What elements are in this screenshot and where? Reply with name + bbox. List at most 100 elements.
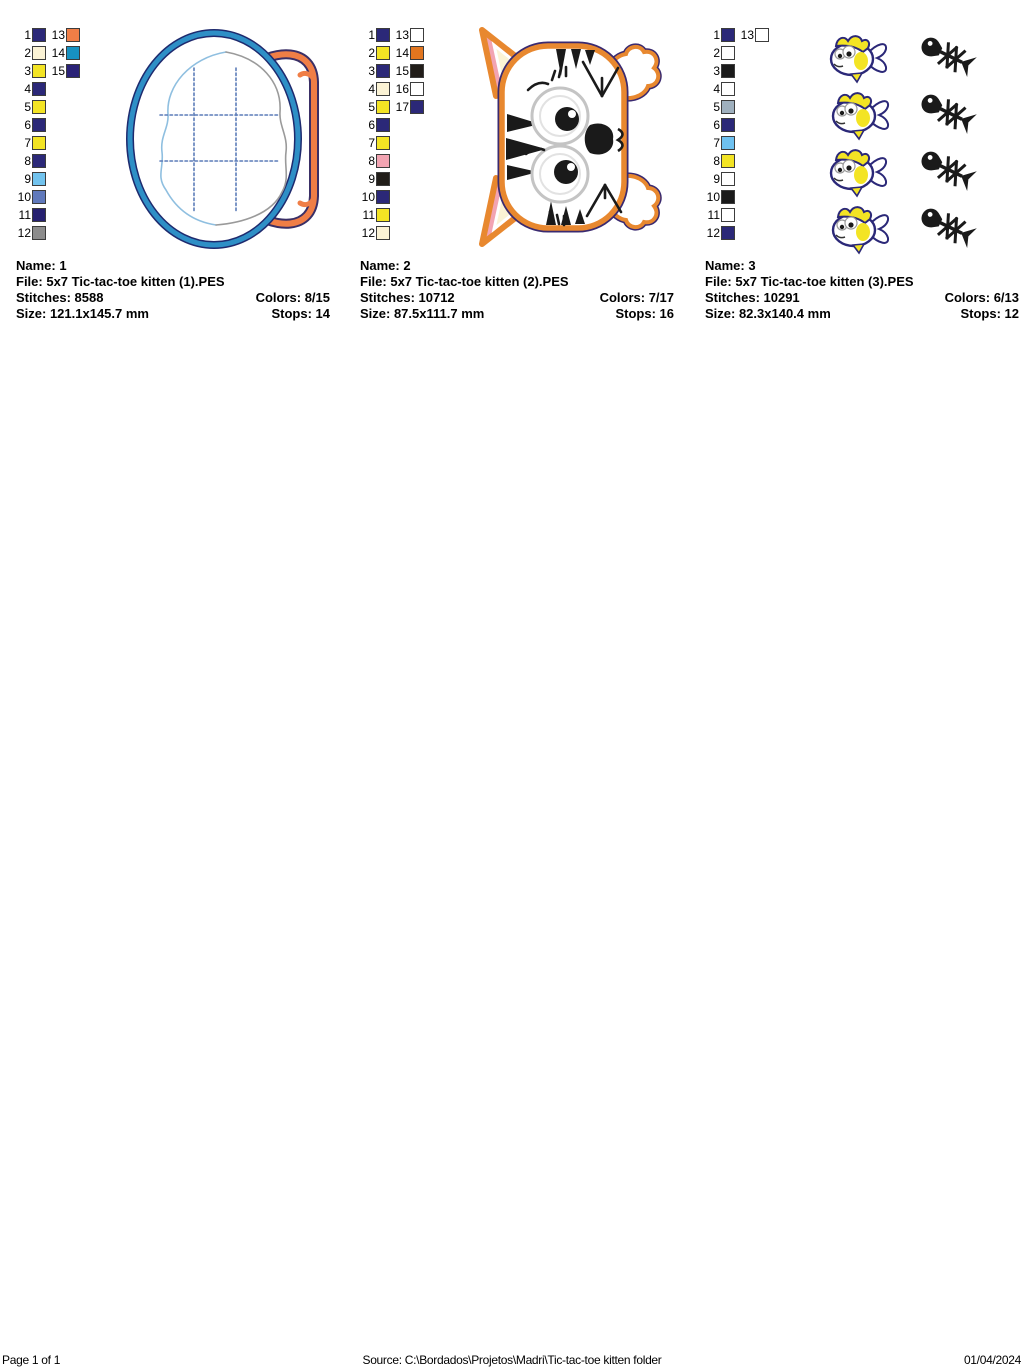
thread-number: 17 <box>395 99 409 114</box>
thread-color-swatch <box>721 226 735 240</box>
thread-number: 12 <box>17 225 31 240</box>
palette-row: 3 15 <box>360 62 424 80</box>
thread-number: 8 <box>713 153 720 168</box>
design-stitches-label: Stitches: 10291 <box>705 290 800 305</box>
design-info: Name: 2 File: 5x7 Tic-tac-toe kitten (2)… <box>360 258 674 322</box>
thread-color-swatch <box>721 46 735 60</box>
thread-color-swatch <box>376 28 390 42</box>
palette-row: 9 <box>705 170 769 188</box>
palette-row: 7 <box>16 134 80 152</box>
palette-row: 10 <box>705 188 769 206</box>
thread-number: 3 <box>368 63 375 78</box>
thread-number: 9 <box>713 171 720 186</box>
palette-row: 11 <box>16 206 80 224</box>
design-size-label: Size: 121.1x145.7 mm <box>16 306 149 321</box>
palette-row: 11 <box>705 206 769 224</box>
palette-row: 2 14 <box>360 44 424 62</box>
thread-color-swatch <box>32 226 46 240</box>
design-info: Name: 3 File: 5x7 Tic-tac-toe kitten (3)… <box>705 258 1019 322</box>
thread-color-swatch <box>376 82 390 96</box>
palette-row: 7 <box>360 134 424 152</box>
design-size-label: Size: 87.5x111.7 mm <box>360 306 485 321</box>
design-colors-label: Colors: 8/15 <box>255 290 330 305</box>
tic-tac-toe-board-artwork <box>126 26 332 252</box>
design-colors-label: Colors: 6/13 <box>944 290 1019 305</box>
thread-color-swatch <box>721 64 735 78</box>
thread-color-swatch <box>66 64 80 78</box>
thread-number: 3 <box>24 63 31 78</box>
kitten-face-artwork <box>466 22 662 252</box>
thread-color-swatch <box>32 190 46 204</box>
thread-color-swatch <box>32 64 46 78</box>
thread-color-swatch <box>721 190 735 204</box>
print-date: 01/04/2024 <box>963 1353 1021 1367</box>
thread-color-swatch <box>755 28 769 42</box>
thread-color-swatch <box>376 46 390 60</box>
thread-color-swatch <box>721 208 735 222</box>
thread-number: 16 <box>395 81 409 96</box>
design-size-label: Size: 82.3x140.4 mm <box>705 306 831 321</box>
thread-color-swatch <box>376 136 390 150</box>
thread-color-swatch <box>721 28 735 42</box>
palette-row: 5 17 <box>360 98 424 116</box>
thread-number: 5 <box>368 99 375 114</box>
thread-color-swatch <box>410 46 424 60</box>
thread-number: 6 <box>24 117 31 132</box>
thread-color-swatch <box>32 136 46 150</box>
thread-number: 10 <box>706 189 720 204</box>
palette-row: 1 13 <box>16 26 80 44</box>
palette-row: 12 <box>16 224 80 242</box>
thread-color-swatch <box>721 136 735 150</box>
thread-color-swatch <box>410 28 424 42</box>
thread-number: 7 <box>368 135 375 150</box>
thread-number: 4 <box>368 81 375 96</box>
design-block: 1 13 2 3 4 5 6 7 8 9 10 11 12 <box>705 0 1019 340</box>
palette-row: 7 <box>705 134 769 152</box>
design-file-label: File: 5x7 Tic-tac-toe kitten (3).PES <box>705 274 914 289</box>
thread-color-swatch <box>376 118 390 132</box>
thread-color-swatch <box>32 118 46 132</box>
design-stitches-label: Stitches: 10712 <box>360 290 455 305</box>
palette-row: 11 <box>360 206 424 224</box>
design-name-label: Name: 3 <box>705 258 756 273</box>
thread-number: 13 <box>51 27 65 42</box>
thread-number: 1 <box>713 27 720 42</box>
palette-row: 8 <box>16 152 80 170</box>
palette-row: 1 13 <box>705 26 769 44</box>
palette-row: 12 <box>705 224 769 242</box>
thread-number: 7 <box>24 135 31 150</box>
thread-number: 14 <box>395 45 409 60</box>
thread-number: 9 <box>24 171 31 186</box>
palette-row: 10 <box>16 188 80 206</box>
thread-color-swatch <box>376 208 390 222</box>
palette-row: 6 <box>705 116 769 134</box>
thread-number: 8 <box>368 153 375 168</box>
palette-row: 12 <box>360 224 424 242</box>
thread-color-swatch <box>721 172 735 186</box>
thread-color-swatch <box>32 100 46 114</box>
thread-color-swatch <box>32 154 46 168</box>
thread-number: 11 <box>18 207 31 222</box>
thread-color-swatch <box>721 154 735 168</box>
design-file-label: File: 5x7 Tic-tac-toe kitten (1).PES <box>16 274 225 289</box>
design-colors-label: Colors: 7/17 <box>599 290 674 305</box>
thread-number: 9 <box>368 171 375 186</box>
thread-color-swatch <box>32 172 46 186</box>
source-path: Source: C:\Bordados\Projetos\Madri\Tic-t… <box>362 1353 662 1367</box>
thread-color-swatch <box>410 64 424 78</box>
page-number: Page 1 of 1 <box>2 1353 61 1367</box>
palette-row: 4 16 <box>360 80 424 98</box>
thread-number: 10 <box>361 189 375 204</box>
thread-color-swatch <box>376 100 390 114</box>
design-stops-label: Stops: 16 <box>615 306 674 321</box>
thread-palette: 1 13 2 3 4 5 6 7 8 9 10 11 12 <box>705 26 769 242</box>
design-block: 1 13 2 14 3 15 4 16 5 17 6 7 8 9 10 11 12 <box>360 0 674 340</box>
thread-number: 3 <box>713 63 720 78</box>
design-block: 1 13 2 14 3 15 4 5 6 7 8 9 10 11 12 Name: 1 File: 5x7 … <box>16 0 330 340</box>
palette-row: 5 <box>705 98 769 116</box>
thread-number: 4 <box>24 81 31 96</box>
thread-number: 8 <box>24 153 31 168</box>
palette-row: 4 <box>16 80 80 98</box>
design-info: Name: 1 File: 5x7 Tic-tac-toe kitten (1)… <box>16 258 330 322</box>
thread-number: 5 <box>713 99 720 114</box>
